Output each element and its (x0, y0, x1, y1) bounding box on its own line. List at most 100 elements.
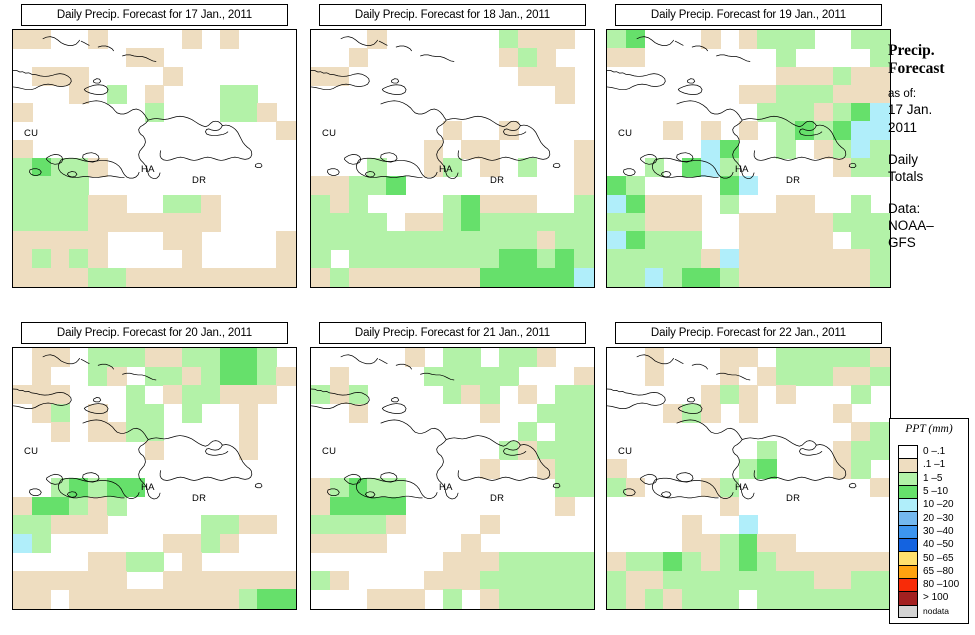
label-cuba: CU (618, 128, 633, 139)
precip-cell (795, 103, 815, 123)
precip-cell (182, 30, 202, 49)
precip-cell (776, 366, 796, 386)
precip-cell (851, 103, 871, 123)
precip-cell (69, 570, 89, 591)
precip-cell (555, 30, 575, 49)
precip-cell (13, 103, 33, 123)
precip-cell (663, 570, 683, 591)
precip-cell (329, 366, 350, 386)
precip-cell (107, 478, 127, 498)
legend-label: > 100 (923, 592, 949, 604)
precip-cell (663, 267, 683, 287)
precip-cell (851, 366, 871, 386)
precip-cell (69, 249, 89, 269)
precip-cell (182, 589, 202, 609)
legend-swatch (898, 511, 918, 525)
panel-title-p5: Daily Precip. Forecast for 21 Jan., 2011 (319, 322, 586, 344)
precip-cell (795, 194, 815, 214)
precip-cell (88, 30, 108, 49)
precip-cell (31, 366, 52, 386)
precip-cell (851, 66, 871, 86)
label-dominican-republic: DR (192, 493, 207, 504)
precip-cell (574, 267, 594, 287)
precip-cell (701, 533, 721, 553)
precip-cell (276, 570, 296, 591)
precip-cell (574, 194, 594, 214)
precip-cell (461, 139, 481, 159)
precip-cell (442, 366, 463, 386)
precip-cell (795, 348, 815, 368)
legend-label: 1 –5 (923, 472, 943, 484)
precip-cell (719, 194, 740, 214)
precip-cell (201, 589, 221, 609)
precip-cell (719, 589, 740, 609)
precip-cell (423, 212, 444, 232)
precip-cell (480, 249, 500, 269)
precip-cell (31, 66, 52, 86)
precip-cell (219, 385, 240, 405)
precip-cell (701, 570, 721, 591)
precip-cell (107, 496, 127, 516)
precip-cell (536, 231, 557, 251)
precip-cell (607, 176, 627, 196)
precip-cell (536, 30, 557, 49)
precip-cell (663, 212, 683, 232)
precip-cell (517, 212, 538, 232)
precip-cell (88, 194, 108, 214)
panel-title-p4: Daily Precip. Forecast for 20 Jan., 2011 (21, 322, 288, 344)
precip-cell (461, 212, 481, 232)
precip-cell (31, 30, 52, 49)
precip-cell (870, 589, 890, 609)
precip-cell (50, 403, 71, 423)
precip-cell (663, 403, 683, 423)
precip-cell (536, 48, 557, 68)
precip-cell (663, 249, 683, 269)
legend-row: 20 –30 (898, 511, 959, 525)
precip-cell (480, 570, 500, 591)
legend-row: .1 –1 (898, 458, 959, 472)
precip-cell (201, 515, 221, 535)
precip-cell (329, 385, 350, 405)
precip-cell (329, 533, 350, 553)
precip-cell (163, 533, 183, 553)
precip-cell (13, 515, 33, 535)
precip-cell (832, 121, 853, 141)
precip-cell (69, 176, 89, 196)
precip-cell (50, 348, 71, 368)
precip-cell (625, 552, 646, 572)
precip-cell (701, 478, 721, 498)
precip-cell (311, 249, 331, 269)
precip-cell (144, 84, 165, 104)
precip-cell (644, 366, 665, 386)
precip-cell (367, 267, 387, 287)
precip-cell (31, 231, 52, 251)
precip-cell (851, 570, 871, 591)
precip-cell (329, 194, 350, 214)
legend-row: 80 –100 (898, 577, 959, 592)
precip-cell (813, 589, 834, 609)
precip-cell (776, 348, 796, 368)
data-label: Data: (888, 201, 921, 217)
precip-cell (144, 552, 165, 572)
legend-title: PPT (mm) (905, 423, 953, 435)
precip-cell (499, 231, 519, 251)
precip-cell (329, 66, 350, 86)
precip-cell (499, 212, 519, 232)
precip-cell (329, 478, 350, 498)
precip-cell (367, 30, 387, 49)
precip-cell (719, 533, 740, 553)
precip-cell (182, 533, 202, 553)
precip-cell (480, 267, 500, 287)
precip-cell (607, 478, 627, 498)
precip-cell (348, 231, 369, 251)
label-dominican-republic: DR (786, 175, 801, 186)
precip-cell (144, 348, 165, 368)
precip-cell (257, 589, 277, 609)
precip-cell (555, 403, 575, 423)
precip-cell (832, 103, 853, 123)
legend-swatch (898, 591, 918, 605)
precip-cell (832, 348, 853, 368)
precip-cell (480, 385, 500, 405)
precip-cell (517, 589, 538, 609)
precip-cell (832, 212, 853, 232)
